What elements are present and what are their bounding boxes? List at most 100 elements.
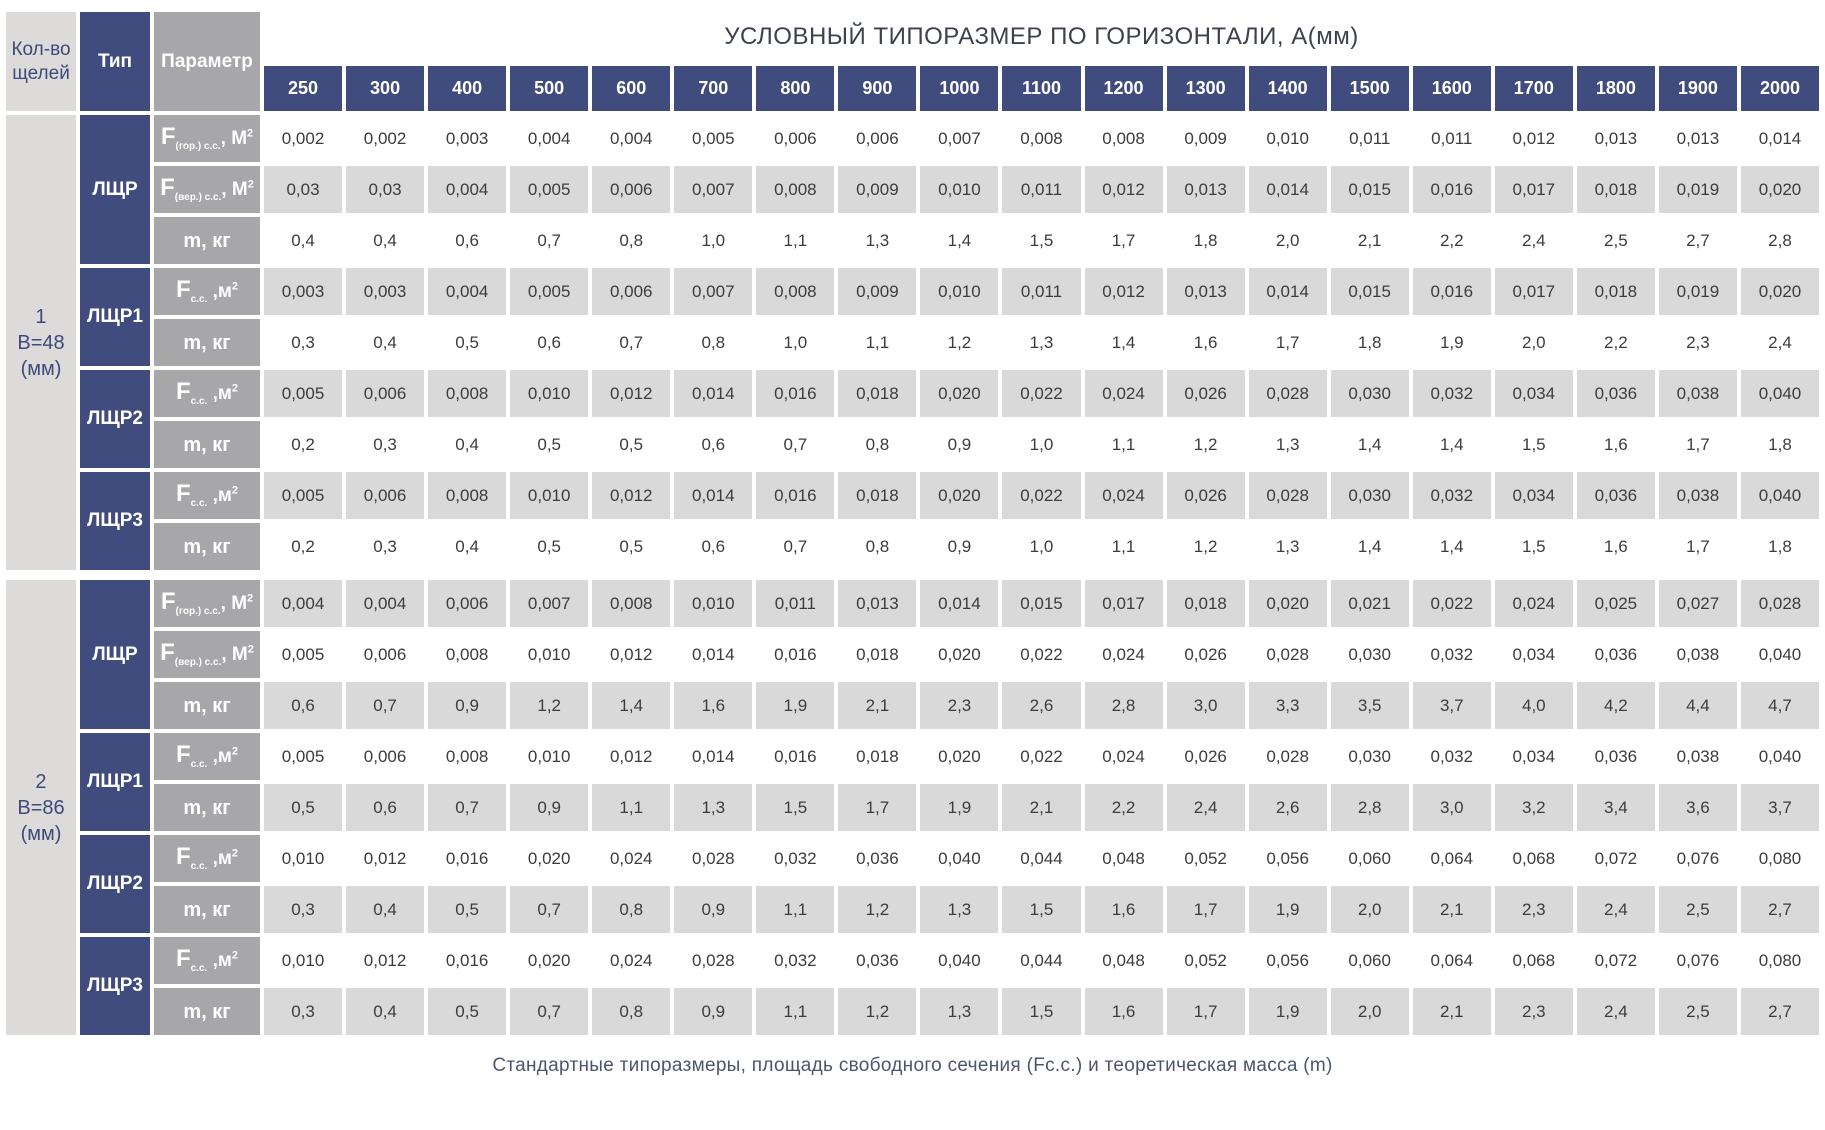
data-cell: 1,4 — [1330, 421, 1409, 468]
data-cell: 1,7 — [1084, 217, 1163, 264]
data-cell: 0,005 — [264, 472, 343, 519]
type-cell-ЛЩР: ЛЩР — [80, 580, 150, 729]
data-cell: 0,018 — [1576, 166, 1655, 213]
data-cell: 0,048 — [1084, 835, 1163, 882]
data-cell: 0,032 — [756, 835, 835, 882]
data-cell: 0,6 — [428, 217, 507, 264]
data-cell: 1,6 — [1166, 319, 1245, 366]
data-cell: 0,018 — [838, 631, 917, 678]
data-cell: 0,017 — [1494, 268, 1573, 315]
param-cell: m, кг — [154, 784, 260, 831]
data-cell: 0,016 — [756, 472, 835, 519]
data-cell: 0,024 — [592, 835, 671, 882]
data-cell: 0,5 — [428, 988, 507, 1035]
data-cell: 1,4 — [920, 217, 999, 264]
data-cell: 1,2 — [838, 988, 917, 1035]
data-cell: 0,005 — [264, 733, 343, 780]
data-cell: 0,026 — [1166, 733, 1245, 780]
data-cell: 0,010 — [510, 370, 589, 417]
data-cell: 0,068 — [1494, 937, 1573, 984]
data-cell: 0,014 — [674, 370, 753, 417]
data-cell: 2,7 — [1740, 988, 1819, 1035]
data-cell: 0,013 — [838, 580, 917, 627]
data-cell: 2,6 — [1248, 784, 1327, 831]
data-cell: 0,6 — [346, 784, 425, 831]
size-header-1900: 1900 — [1658, 66, 1737, 111]
data-cell: 0,7 — [510, 886, 589, 933]
data-cell: 0,004 — [428, 166, 507, 213]
data-cell: 0,016 — [756, 631, 835, 678]
data-cell: 0,8 — [592, 886, 671, 933]
data-cell: 2,8 — [1084, 682, 1163, 729]
data-cell: 0,006 — [756, 115, 835, 162]
data-cell: 1,5 — [1494, 421, 1573, 468]
data-cell: 0,034 — [1494, 370, 1573, 417]
param-cell: Fс.с. ,м2 — [154, 268, 260, 315]
data-cell: 1,5 — [1494, 523, 1573, 570]
data-cell: 0,036 — [1576, 733, 1655, 780]
size-header-500: 500 — [510, 66, 589, 111]
data-cell: 1,3 — [1248, 421, 1327, 468]
data-cell: 4,2 — [1576, 682, 1655, 729]
data-cell: 4,0 — [1494, 682, 1573, 729]
data-cell: 3,0 — [1166, 682, 1245, 729]
data-cell: 0,030 — [1330, 472, 1409, 519]
data-cell: 0,044 — [1002, 937, 1081, 984]
data-cell: 0,040 — [1740, 370, 1819, 417]
data-cell: 1,0 — [1002, 421, 1081, 468]
data-cell: 2,3 — [1494, 988, 1573, 1035]
data-cell: 0,060 — [1330, 937, 1409, 984]
data-cell: 0,012 — [592, 370, 671, 417]
size-header-600: 600 — [592, 66, 671, 111]
data-cell: 0,020 — [920, 631, 999, 678]
data-cell: 2,5 — [1658, 886, 1737, 933]
data-cell: 2,4 — [1576, 886, 1655, 933]
data-cell: 0,008 — [756, 268, 835, 315]
data-cell: 2,1 — [838, 682, 917, 729]
data-cell: 0,028 — [1740, 580, 1819, 627]
data-cell: 0,017 — [1494, 166, 1573, 213]
data-cell: 0,7 — [510, 217, 589, 264]
table-caption: Стандартные типоразмеры, площадь свободн… — [492, 1055, 1333, 1076]
data-cell: 0,004 — [428, 268, 507, 315]
data-cell: 1,5 — [1002, 886, 1081, 933]
data-cell: 0,048 — [1084, 937, 1163, 984]
header-parameter: Параметр — [154, 12, 260, 111]
data-cell: 0,010 — [674, 580, 753, 627]
data-cell: 1,4 — [592, 682, 671, 729]
data-cell: 2,4 — [1494, 217, 1573, 264]
type-cell-ЛЩР3: ЛЩР3 — [80, 937, 150, 1035]
data-cell: 3,3 — [1248, 682, 1327, 729]
data-cell: 0,7 — [592, 319, 671, 366]
data-cell: 4,4 — [1658, 682, 1737, 729]
data-cell: 0,5 — [428, 319, 507, 366]
data-cell: 0,068 — [1494, 835, 1573, 882]
data-cell: 2,4 — [1740, 319, 1819, 366]
type-cell-ЛЩР2: ЛЩР2 — [80, 370, 150, 468]
data-cell: 0,017 — [1084, 580, 1163, 627]
param-cell: m, кг — [154, 319, 260, 366]
data-cell: 1,2 — [1166, 421, 1245, 468]
data-cell: 0,4 — [346, 217, 425, 264]
data-cell: 0,008 — [592, 580, 671, 627]
data-cell: 0,8 — [674, 319, 753, 366]
data-cell: 4,7 — [1740, 682, 1819, 729]
data-cell: 0,076 — [1658, 835, 1737, 882]
data-cell: 0,3 — [346, 523, 425, 570]
data-cell: 0,032 — [756, 937, 835, 984]
size-header-1300: 1300 — [1166, 66, 1245, 111]
data-cell: 3,0 — [1412, 784, 1491, 831]
data-cell: 0,036 — [1576, 631, 1655, 678]
data-cell: 0,020 — [1248, 580, 1327, 627]
data-cell: 0,034 — [1494, 631, 1573, 678]
data-cell: 1,0 — [756, 319, 835, 366]
data-cell: 1,7 — [1166, 988, 1245, 1035]
data-cell: 0,010 — [510, 733, 589, 780]
data-cell: 0,4 — [428, 523, 507, 570]
data-cell: 0,5 — [428, 886, 507, 933]
data-cell: 1,7 — [838, 784, 917, 831]
data-cell: 0,025 — [1576, 580, 1655, 627]
data-cell: 0,010 — [510, 472, 589, 519]
table-title: УСЛОВНЫЙ ТИПОРАЗМЕР ПО ГОРИЗОНТАЛИ, А(мм… — [724, 23, 1359, 50]
data-cell: 0,030 — [1330, 733, 1409, 780]
